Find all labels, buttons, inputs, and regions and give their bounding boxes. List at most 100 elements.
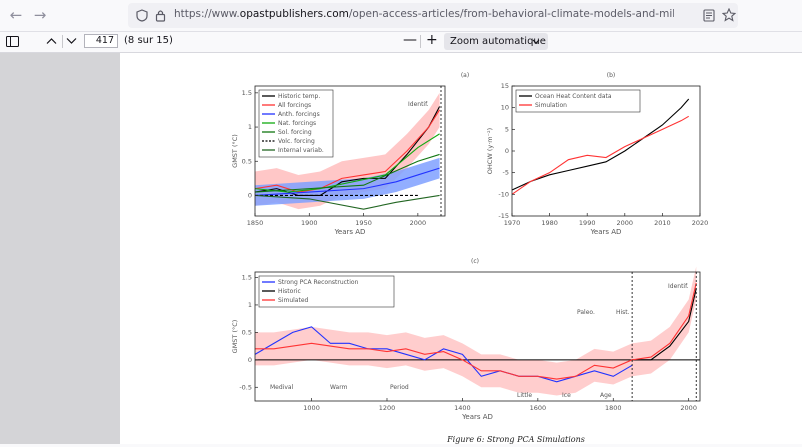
figure-canvas: (a) (b) (c) 1850 1900 1950 2000 0 0.5 1 1.5 Year… xyxy=(231,72,708,444)
y-tick-label: 0.5 xyxy=(242,157,252,165)
chevron-down-icon xyxy=(532,39,540,44)
x-axis-label: Years AD xyxy=(590,228,622,236)
y-axis-label: GMST (°C) xyxy=(231,134,239,168)
series-line xyxy=(254,326,633,383)
y-tick-label: -5 xyxy=(503,169,509,177)
arrow-left-icon[interactable]: ← xyxy=(9,6,23,24)
chevron-down-icon[interactable] xyxy=(66,37,77,45)
x-tick-label: 2020 xyxy=(692,219,709,227)
y-axis-label: OHCW (y·m⁻²) xyxy=(486,128,494,174)
legend-label: Volc. forcing xyxy=(278,138,315,145)
annotation-label: Age xyxy=(600,392,612,399)
y-tick-label: 0.5 xyxy=(242,328,252,336)
arrow-right-icon[interactable]: → xyxy=(33,6,47,24)
url-path: /open-access-articles/from-behavioral-cl… xyxy=(348,8,674,20)
legend-label: Simulated xyxy=(278,297,309,304)
legend-box xyxy=(258,275,395,308)
annotation-label: Ice xyxy=(562,392,571,399)
y-tick-label: -15 xyxy=(498,212,509,220)
chart-panel-b: 1970 1980 1990 2000 2010 2020 -15 -10 -5 0 5 10 15 Ye… xyxy=(486,82,708,236)
panel-a-label: (a) xyxy=(461,72,469,79)
x-tick-label: 2010 xyxy=(654,219,671,227)
x-tick-label: 2000 xyxy=(617,219,634,227)
annotation-label: Warm xyxy=(330,384,348,391)
y-axis-label: GMST (°C) xyxy=(231,320,239,354)
annotation-label: Hist. xyxy=(616,309,630,316)
x-tick-label: 2000 xyxy=(410,219,427,227)
zoom-select[interactable]: Zoom automatique xyxy=(444,33,548,50)
legend-label: Simulation xyxy=(535,102,567,109)
page-count: (8 sur 15) xyxy=(124,35,173,46)
zoom-out-button[interactable]: — xyxy=(403,32,417,48)
series-line xyxy=(254,109,441,193)
x-tick-label: 1400 xyxy=(454,404,471,412)
x-tick-label: 1900 xyxy=(301,219,318,227)
page-number-input[interactable]: 417 xyxy=(84,34,118,48)
zoom-in-button[interactable]: + xyxy=(426,32,438,48)
url-domain: opastpublishers.com xyxy=(239,8,349,20)
annotation-label: Identif. xyxy=(668,283,689,290)
url-text[interactable]: https://www.opastpublishers.com/open-acc… xyxy=(174,8,674,20)
x-tick-label: 1970 xyxy=(504,219,521,227)
plot-frame xyxy=(254,271,701,402)
x-tick-label: 2000 xyxy=(680,404,697,412)
legend-label: All forcings xyxy=(278,102,311,109)
divider xyxy=(62,35,63,48)
url-bar[interactable]: https://www.opastpublishers.com/open-acc… xyxy=(128,3,738,28)
series-line xyxy=(254,153,440,193)
y-tick-label: 15 xyxy=(501,82,509,90)
browser-toolbar: ← → https://www.opastpublishers.com/open… xyxy=(0,0,802,32)
chart-panel-a: 1850 1900 1950 2000 0 0.5 1 1.5 Years AD GMST (°C… xyxy=(231,85,446,236)
zoom-label: Zoom automatique xyxy=(450,36,546,47)
y-tick-label: -10 xyxy=(498,190,509,198)
series-line xyxy=(254,133,440,193)
y-tick-label: 0 xyxy=(505,147,509,155)
legend-label: Historic xyxy=(278,288,301,295)
x-axis-label: Years AD xyxy=(461,413,493,421)
legend-label: Ocean Heat Content data xyxy=(535,93,612,100)
panel-b-label: (b) xyxy=(607,72,616,79)
chart-panel-c: 1000 1200 1400 1600 1800 2000 -0.5 0 0.5 1 1.5 Year… xyxy=(231,266,701,421)
url-prefix: https://www. xyxy=(174,8,240,20)
series-line xyxy=(632,288,697,361)
y-tick-label: 1.5 xyxy=(242,89,252,97)
annotation-label: Medival xyxy=(270,384,294,391)
panel-c-label: (c) xyxy=(471,258,479,265)
chevron-up-icon[interactable] xyxy=(46,37,57,45)
plot-frame xyxy=(254,85,446,217)
uncertainty-band xyxy=(255,157,440,206)
y-tick-label: 1.5 xyxy=(242,273,252,281)
y-tick-label: 0 xyxy=(248,191,252,199)
series-line xyxy=(511,115,689,195)
lock-icon[interactable] xyxy=(155,9,166,22)
legend-label: Historic temp. xyxy=(278,93,320,100)
x-tick-label: 1950 xyxy=(355,219,372,227)
divider xyxy=(420,35,421,48)
y-tick-label: -0.5 xyxy=(239,383,252,391)
pdf-page: (a) (b) (c) 1850 1900 1950 2000 0 0.5 1 1.5 Year… xyxy=(120,53,802,444)
pdf-toolbar: 417 (8 sur 15) — + Zoom automatique xyxy=(0,32,802,53)
legend-label: Internal variab. xyxy=(278,147,324,154)
x-tick-label: 1990 xyxy=(579,219,596,227)
y-tick-label: 1 xyxy=(248,123,252,131)
sidebar-toggle-icon[interactable] xyxy=(6,36,19,47)
x-axis-label: Years AD xyxy=(334,228,366,236)
y-tick-label: 10 xyxy=(501,104,509,112)
annotation-label: Paleo. xyxy=(577,309,595,316)
star-icon[interactable] xyxy=(722,8,736,22)
uncertainty-band xyxy=(255,266,697,396)
x-tick-label: 1800 xyxy=(605,404,622,412)
x-tick-label: 1200 xyxy=(379,404,396,412)
y-tick-label: 0 xyxy=(248,356,252,364)
annotation-label: Little xyxy=(517,392,532,399)
y-tick-label: 5 xyxy=(505,125,509,133)
pdf-sidebar xyxy=(0,53,120,444)
legend-label: Sol. forcing xyxy=(278,129,312,136)
shield-icon[interactable] xyxy=(136,9,148,22)
annotation-label: Period xyxy=(390,384,409,391)
series-line xyxy=(254,167,440,197)
legend-label: Nat. forcings xyxy=(278,120,316,127)
reader-view-icon[interactable] xyxy=(703,9,715,22)
annotation-label: Identif. xyxy=(408,101,429,108)
series-line xyxy=(254,194,440,210)
